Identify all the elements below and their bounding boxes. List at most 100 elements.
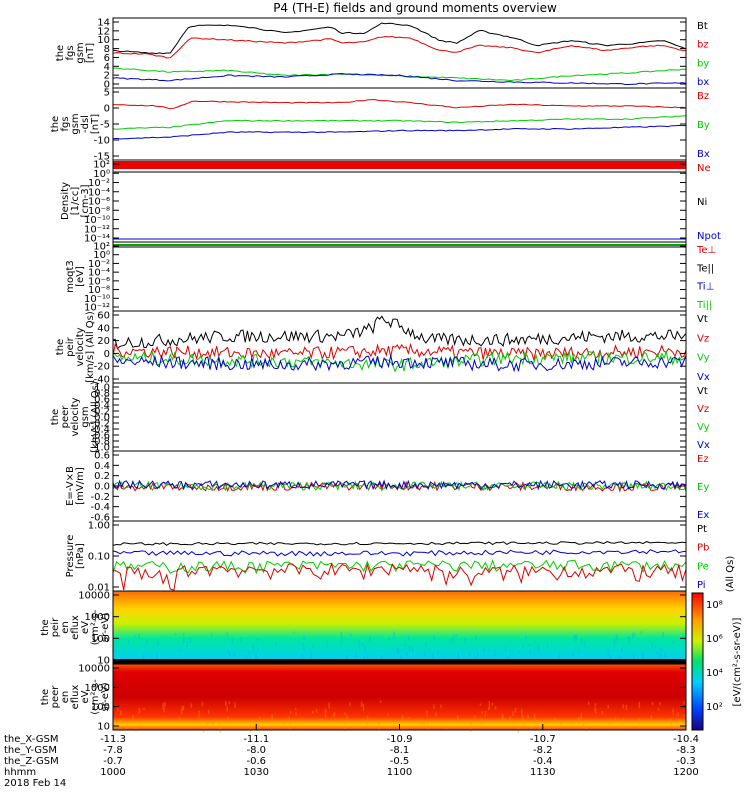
- spectrogram-speck: [124, 724, 127, 731]
- y-tick-label: 10⁻²: [88, 259, 110, 270]
- spectrogram-speck: [440, 704, 442, 708]
- y-axis-label: fgs: [65, 45, 76, 60]
- spectrogram-speck: [512, 711, 514, 717]
- spectrogram-speck: [491, 702, 494, 707]
- spectrogram-speck: [377, 722, 380, 731]
- y-tick-label: 60: [97, 311, 110, 322]
- spectrogram-speck: [227, 716, 229, 722]
- x-tick-label: -10.4: [673, 734, 699, 745]
- spectrogram-speck: [156, 653, 158, 661]
- y-axis-label: the: [50, 409, 61, 425]
- x-tick-label: -0.6: [246, 756, 266, 767]
- spectrogram-speck: [244, 654, 247, 663]
- spectrogram-speck: [587, 701, 590, 705]
- spectrogram-speck: [677, 712, 679, 718]
- x-tick-label: -8.3: [676, 745, 696, 756]
- spectrogram-speck: [138, 633, 140, 640]
- spectrogram-speck: [518, 721, 521, 724]
- spectrogram-speck: [362, 703, 365, 711]
- y-tick-label: 1000: [85, 683, 110, 694]
- y-tick-label: 10⁻⁴: [88, 268, 110, 279]
- x-tick-label: -8.0: [246, 745, 266, 756]
- colorbar-tick: 10⁴: [706, 668, 723, 679]
- spectrogram-speck: [289, 722, 291, 731]
- spectrogram-speck: [580, 712, 583, 720]
- spectrogram-speck: [349, 702, 351, 707]
- y-axis-label: peir: [65, 336, 76, 356]
- y-axis-label: peer: [50, 685, 61, 709]
- spectrogram-speck: [258, 716, 261, 722]
- legend-Pi: Pi: [697, 580, 706, 591]
- date-label: 2018 Feb 14: [4, 778, 66, 789]
- spectrogram-speck: [574, 634, 576, 642]
- spectrogram-speck: [366, 715, 369, 722]
- legend-Ti||: Ti||: [696, 300, 712, 311]
- spectrogram-speck: [522, 645, 524, 648]
- x-tick-label: -11.3: [100, 734, 126, 745]
- y-tick-label: 40: [97, 323, 110, 334]
- spectrogram-speck: [332, 713, 335, 717]
- spectrogram-speck: [178, 716, 181, 724]
- spectrogram-speck: [157, 643, 160, 646]
- spectrogram-speck: [321, 718, 323, 722]
- spectrogram-speck: [234, 702, 236, 708]
- spectrogram-speck: [189, 637, 192, 644]
- y-tick-label: 10⁻²: [88, 178, 110, 189]
- spectrogram-speck: [324, 711, 327, 718]
- x-tick-label: -7.8: [103, 745, 123, 756]
- y-axis-label: [mV/m]: [75, 467, 86, 505]
- y-tick-label: 5: [104, 88, 110, 99]
- y-tick-label: -0.2: [90, 492, 110, 503]
- spectrogram-speck: [333, 712, 336, 716]
- spectrogram-speck: [554, 718, 556, 724]
- spectrogram-speck: [638, 718, 641, 725]
- spectrogram-speck: [426, 710, 428, 717]
- spectrogram-speck: [659, 653, 662, 659]
- spectrogram-speck: [464, 637, 466, 644]
- spectrogram-speck: [364, 645, 366, 654]
- y-tick-label: -10: [94, 136, 110, 147]
- spectrogram-speck: [229, 652, 231, 657]
- spectrogram-speck: [578, 648, 580, 655]
- spectrogram-speck: [119, 726, 122, 730]
- spectrogram-speck: [435, 712, 437, 717]
- spectrogram-speck: [398, 647, 400, 655]
- spectrogram-speck: [271, 714, 273, 722]
- spectrogram-speck: [226, 632, 229, 637]
- legend-Bz: Bz: [697, 91, 709, 102]
- y-tick-label: 10⁻¹²: [84, 303, 110, 314]
- series-Pe-panel7: [112, 558, 687, 575]
- spectrogram-speck: [340, 643, 342, 646]
- y-tick-label: 10²: [93, 160, 110, 171]
- spectrogram-speck: [315, 709, 318, 713]
- y-tick-label: 10⁻¹⁰: [84, 294, 110, 305]
- spectrogram-speck: [642, 653, 644, 661]
- y-tick-label: 0: [104, 80, 110, 91]
- spectrogram-speck: [312, 643, 314, 649]
- x-tick-label: 1100: [387, 767, 412, 778]
- spectrogram-speck: [487, 706, 490, 711]
- panel-frame-3: [112, 241, 687, 312]
- spectrogram-speck: [607, 705, 609, 709]
- spectrogram-speck: [408, 645, 411, 653]
- spectrogram-speck: [175, 633, 177, 636]
- spectrogram-speck: [456, 715, 459, 722]
- y-axis-label: the: [50, 116, 61, 132]
- spectrogram-speck: [327, 657, 329, 660]
- y-tick-label: 0.6: [94, 451, 110, 462]
- spectrogram-speck: [340, 631, 343, 638]
- spectrogram-speck: [288, 716, 290, 722]
- spectrogram-speck: [572, 721, 574, 725]
- y-axis-label: (cm²-s-: [90, 609, 101, 645]
- x-row-label: the_Y-GSM: [4, 745, 57, 756]
- spectrogram-speck: [473, 654, 476, 659]
- spectrogram-speck: [341, 638, 343, 643]
- spectrogram-speck: [683, 701, 685, 704]
- y-tick-label: 10⁰: [93, 169, 110, 180]
- y-tick-label: -5: [100, 120, 110, 131]
- y-axis-label: [eV]: [75, 266, 86, 287]
- spectrogram-ion: [113, 591, 686, 664]
- spectrogram-speck: [201, 701, 204, 707]
- y-tick-label: 4: [104, 62, 110, 73]
